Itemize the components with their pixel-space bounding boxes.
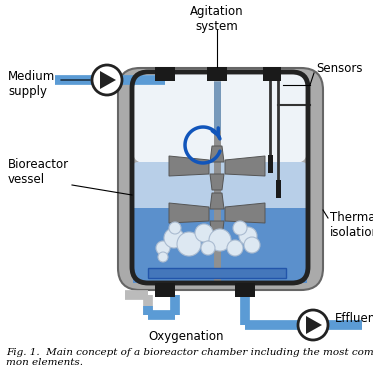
Bar — [133, 208, 307, 283]
Text: Thermal
isolation: Thermal isolation — [330, 211, 373, 239]
Polygon shape — [100, 71, 116, 89]
Polygon shape — [169, 156, 209, 176]
Bar — [155, 67, 175, 81]
Text: Fig. 1.  Main concept of a bioreactor chamber including the most com-
mon elemen: Fig. 1. Main concept of a bioreactor cha… — [6, 348, 373, 367]
Text: Sensors: Sensors — [316, 61, 363, 74]
Circle shape — [201, 241, 215, 255]
Circle shape — [239, 227, 257, 245]
Circle shape — [209, 229, 231, 251]
Text: Bioreactor
vessel: Bioreactor vessel — [8, 158, 69, 186]
Bar — [276, 180, 281, 198]
Circle shape — [177, 232, 201, 256]
FancyBboxPatch shape — [133, 73, 307, 163]
Polygon shape — [306, 316, 322, 334]
Polygon shape — [210, 221, 224, 237]
Bar — [155, 283, 175, 297]
Circle shape — [227, 240, 243, 256]
Bar — [263, 67, 281, 81]
Polygon shape — [225, 156, 265, 176]
Polygon shape — [225, 203, 265, 223]
Polygon shape — [169, 203, 209, 223]
Circle shape — [158, 252, 168, 262]
Circle shape — [195, 224, 213, 242]
Text: Medium
supply: Medium supply — [8, 70, 55, 98]
Bar — [207, 67, 227, 81]
Circle shape — [244, 237, 260, 253]
Circle shape — [164, 228, 184, 248]
Circle shape — [233, 221, 247, 235]
FancyBboxPatch shape — [133, 162, 307, 282]
Circle shape — [92, 65, 122, 95]
Bar — [268, 155, 273, 173]
Circle shape — [169, 222, 181, 234]
Polygon shape — [210, 193, 224, 209]
Polygon shape — [210, 146, 224, 162]
Circle shape — [298, 310, 328, 340]
Bar — [235, 283, 255, 297]
Bar — [148, 268, 286, 278]
Text: Effluent: Effluent — [335, 311, 373, 325]
Polygon shape — [210, 174, 224, 190]
FancyBboxPatch shape — [118, 68, 323, 290]
Text: Oxygenation: Oxygenation — [148, 330, 223, 343]
Text: Agitation
system: Agitation system — [190, 5, 244, 33]
Circle shape — [156, 241, 170, 255]
